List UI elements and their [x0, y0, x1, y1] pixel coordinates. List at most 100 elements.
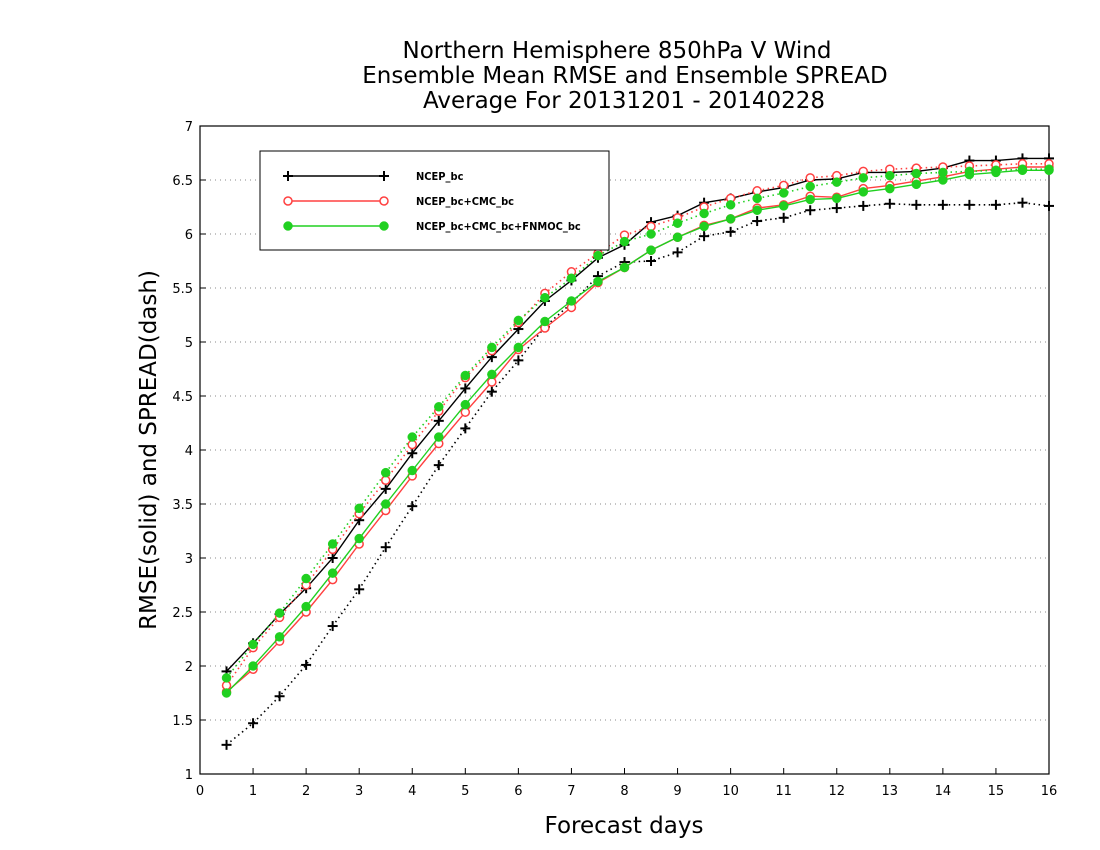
- spread-point: [1017, 164, 1028, 174]
- spread-point: [327, 621, 338, 632]
- spread-point: [831, 203, 842, 214]
- y-tick-label: 5.5: [172, 282, 193, 297]
- spread-point: [380, 467, 391, 478]
- legend: NCEP_bc NCEP_bc+CMC_bc NCEP_bc+CMC_bc+FNMO…: [259, 150, 610, 251]
- rmse-point: [301, 601, 311, 612]
- spread-point: [937, 199, 948, 210]
- spread-point: [1044, 164, 1054, 174]
- x-tick-label: 6: [514, 784, 522, 799]
- spread-point: [858, 173, 869, 183]
- x-tick-label: 5: [461, 784, 469, 799]
- rmse-point: [885, 183, 895, 194]
- spread-point: [1044, 200, 1054, 211]
- spread-point: [274, 608, 285, 618]
- legend-marker: [283, 171, 293, 181]
- x-tick-label: 12: [828, 784, 845, 799]
- rmse-point: [434, 432, 444, 442]
- rmse-point: [646, 245, 656, 255]
- rmse-point: [672, 232, 683, 242]
- legend-marker: [283, 196, 293, 206]
- legend-marker: [379, 221, 389, 231]
- x-tick-label: 4: [408, 784, 416, 799]
- y-tick-label: 2: [185, 660, 193, 675]
- spread-point: [885, 170, 895, 181]
- x-tick-label: 11: [775, 784, 792, 799]
- rmse-point: [327, 568, 338, 578]
- spread-point: [407, 501, 418, 512]
- x-tick-label: 13: [882, 784, 899, 799]
- rmse-point: [832, 193, 842, 204]
- spread-point: [513, 355, 524, 366]
- rmse-point: [380, 499, 391, 509]
- title-line-3: Average For 20131201 - 20140228: [423, 88, 825, 114]
- spread-point: [566, 273, 577, 284]
- rmse-point: [354, 533, 364, 544]
- rmse-point: [380, 483, 391, 494]
- y-axis: 1 1.5 2 2.5 3 3.5 4 4.5 5 5.5 6 6.5 7: [172, 120, 206, 783]
- x-tick-label: 14: [935, 784, 952, 799]
- rmse-point: [460, 407, 471, 417]
- rmse-point: [327, 553, 338, 563]
- spread-point: [672, 247, 683, 258]
- spread-point: [725, 200, 736, 210]
- spread-point: [805, 205, 816, 216]
- spread-point: [911, 199, 922, 210]
- spread-point: [832, 177, 842, 187]
- series-group: [221, 153, 1054, 750]
- spread-point: [699, 208, 709, 219]
- spread-point: [646, 229, 656, 239]
- y-tick-label: 7: [185, 120, 193, 135]
- spread-point: [380, 542, 391, 553]
- spread-point: [990, 199, 1001, 210]
- spread-point: [858, 200, 869, 211]
- rmse-point: [433, 415, 444, 426]
- rmse-point: [699, 221, 709, 232]
- rmse-point: [487, 377, 497, 387]
- legend-label: NCEP_bc: [416, 170, 464, 183]
- rmse-point: [407, 448, 418, 459]
- spread-point: [248, 718, 259, 729]
- spread-point: [221, 673, 232, 683]
- legend-item: NCEP_bc+CMC_bc: [283, 195, 514, 208]
- rmse-point: [593, 276, 603, 287]
- rmse-point: [752, 205, 762, 215]
- y-tick-label: 4.5: [172, 390, 193, 405]
- spread-point: [248, 639, 258, 650]
- legend-marker: [379, 171, 389, 181]
- spread-point: [672, 218, 683, 228]
- spread-point: [407, 432, 417, 442]
- spread-point: [725, 226, 736, 237]
- spread-point: [540, 292, 550, 303]
- spread-point: [805, 181, 815, 192]
- spread-point: [699, 231, 710, 242]
- title-line-2: Ensemble Mean RMSE and Ensemble SPREAD: [362, 63, 887, 89]
- x-tick-label: 8: [620, 784, 628, 799]
- spread-point: [938, 167, 948, 178]
- legend-item: NCEP_bc: [283, 170, 464, 183]
- chart-title: Northern Hemisphere 850hPa V Wind Ensemb…: [362, 38, 887, 114]
- rmse-point: [540, 316, 550, 327]
- y-tick-label: 1.5: [172, 714, 193, 729]
- spread-point: [752, 193, 762, 204]
- x-tick-label: 16: [1041, 784, 1058, 799]
- rmse-point: [274, 632, 285, 642]
- spread-point: [513, 315, 524, 326]
- spread-point: [433, 460, 444, 471]
- rmse-point: [619, 262, 630, 273]
- rmse-point: [566, 296, 577, 306]
- y-axis-title: RMSE(solid) and SPREAD(dash): [136, 270, 162, 630]
- rmse-point: [407, 465, 417, 476]
- y-tick-label: 2.5: [172, 606, 193, 621]
- title-line-1: Northern Hemisphere 850hPa V Wind: [403, 38, 832, 64]
- spread-point: [778, 212, 789, 223]
- spread-point: [301, 659, 312, 670]
- spread-point: [221, 739, 232, 750]
- spread-point: [1017, 197, 1028, 208]
- spread-point: [407, 439, 417, 450]
- legend-label: NCEP_bc+CMC_bc+FNMOC_bc: [416, 220, 581, 233]
- x-tick-label: 3: [355, 784, 363, 799]
- spread-point: [593, 250, 603, 261]
- spread-line: [225, 201, 1050, 746]
- y-tick-label: 4: [185, 444, 193, 459]
- spread-point: [752, 216, 763, 227]
